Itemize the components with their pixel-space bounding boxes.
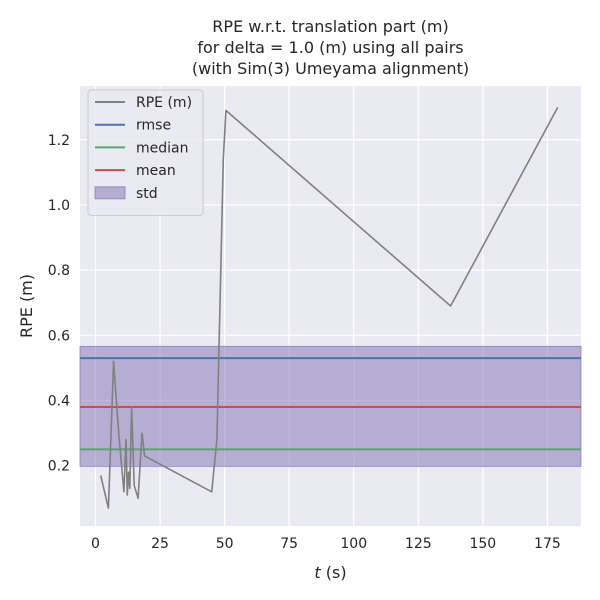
legend-label: median [136,140,188,156]
y-tick-label: 0.2 [48,459,70,475]
x-tick-label: 50 [216,536,234,552]
chart-title: RPE w.r.t. translation part (m) for delta… [192,17,469,78]
y-tick-label: 0.6 [48,328,70,344]
x-tick-label: 0 [91,536,100,552]
y-tick-label: 1.2 [48,133,70,149]
legend: RPE (m) rmse median mean std [87,89,204,216]
x-tick-label: 125 [405,536,432,552]
y-tick-label: 0.8 [48,263,70,279]
title-line: RPE w.r.t. translation part (m) [212,17,448,36]
stat-lines-layer [80,357,581,451]
x-tick-label: 75 [280,536,298,552]
x-tick-label: 150 [469,536,496,552]
x-tick-label: 100 [340,536,367,552]
x-axis-variable: t [314,563,321,582]
y-tick-label: 0.4 [48,394,70,410]
legend-label: rmse [136,118,171,134]
x-axis-unit: (s) [321,563,347,582]
legend-box [87,89,204,216]
legend-label: mean [136,163,176,179]
title-line: (with Sim(3) Umeyama alignment) [192,59,469,78]
x-tick-label: 25 [151,536,169,552]
legend-label: RPE (m) [136,95,192,111]
y-tick-labels: 0.2 0.4 0.6 0.8 1.0 1.2 [48,133,70,475]
legend-swatch [94,186,126,200]
rpe-series-line [99,106,559,509]
y-axis-label: RPE (m) [17,274,36,338]
y-tick-label: 1.0 [48,198,70,214]
x-tick-labels: 0 25 50 75 100 125 150 175 [91,536,561,552]
x-tick-label: 175 [534,536,561,552]
title-line: for delta = 1.0 (m) using all pairs [197,38,463,57]
legend-label: std [136,186,158,202]
x-axis-label: t (s) [314,563,346,582]
series-layer [99,106,559,509]
